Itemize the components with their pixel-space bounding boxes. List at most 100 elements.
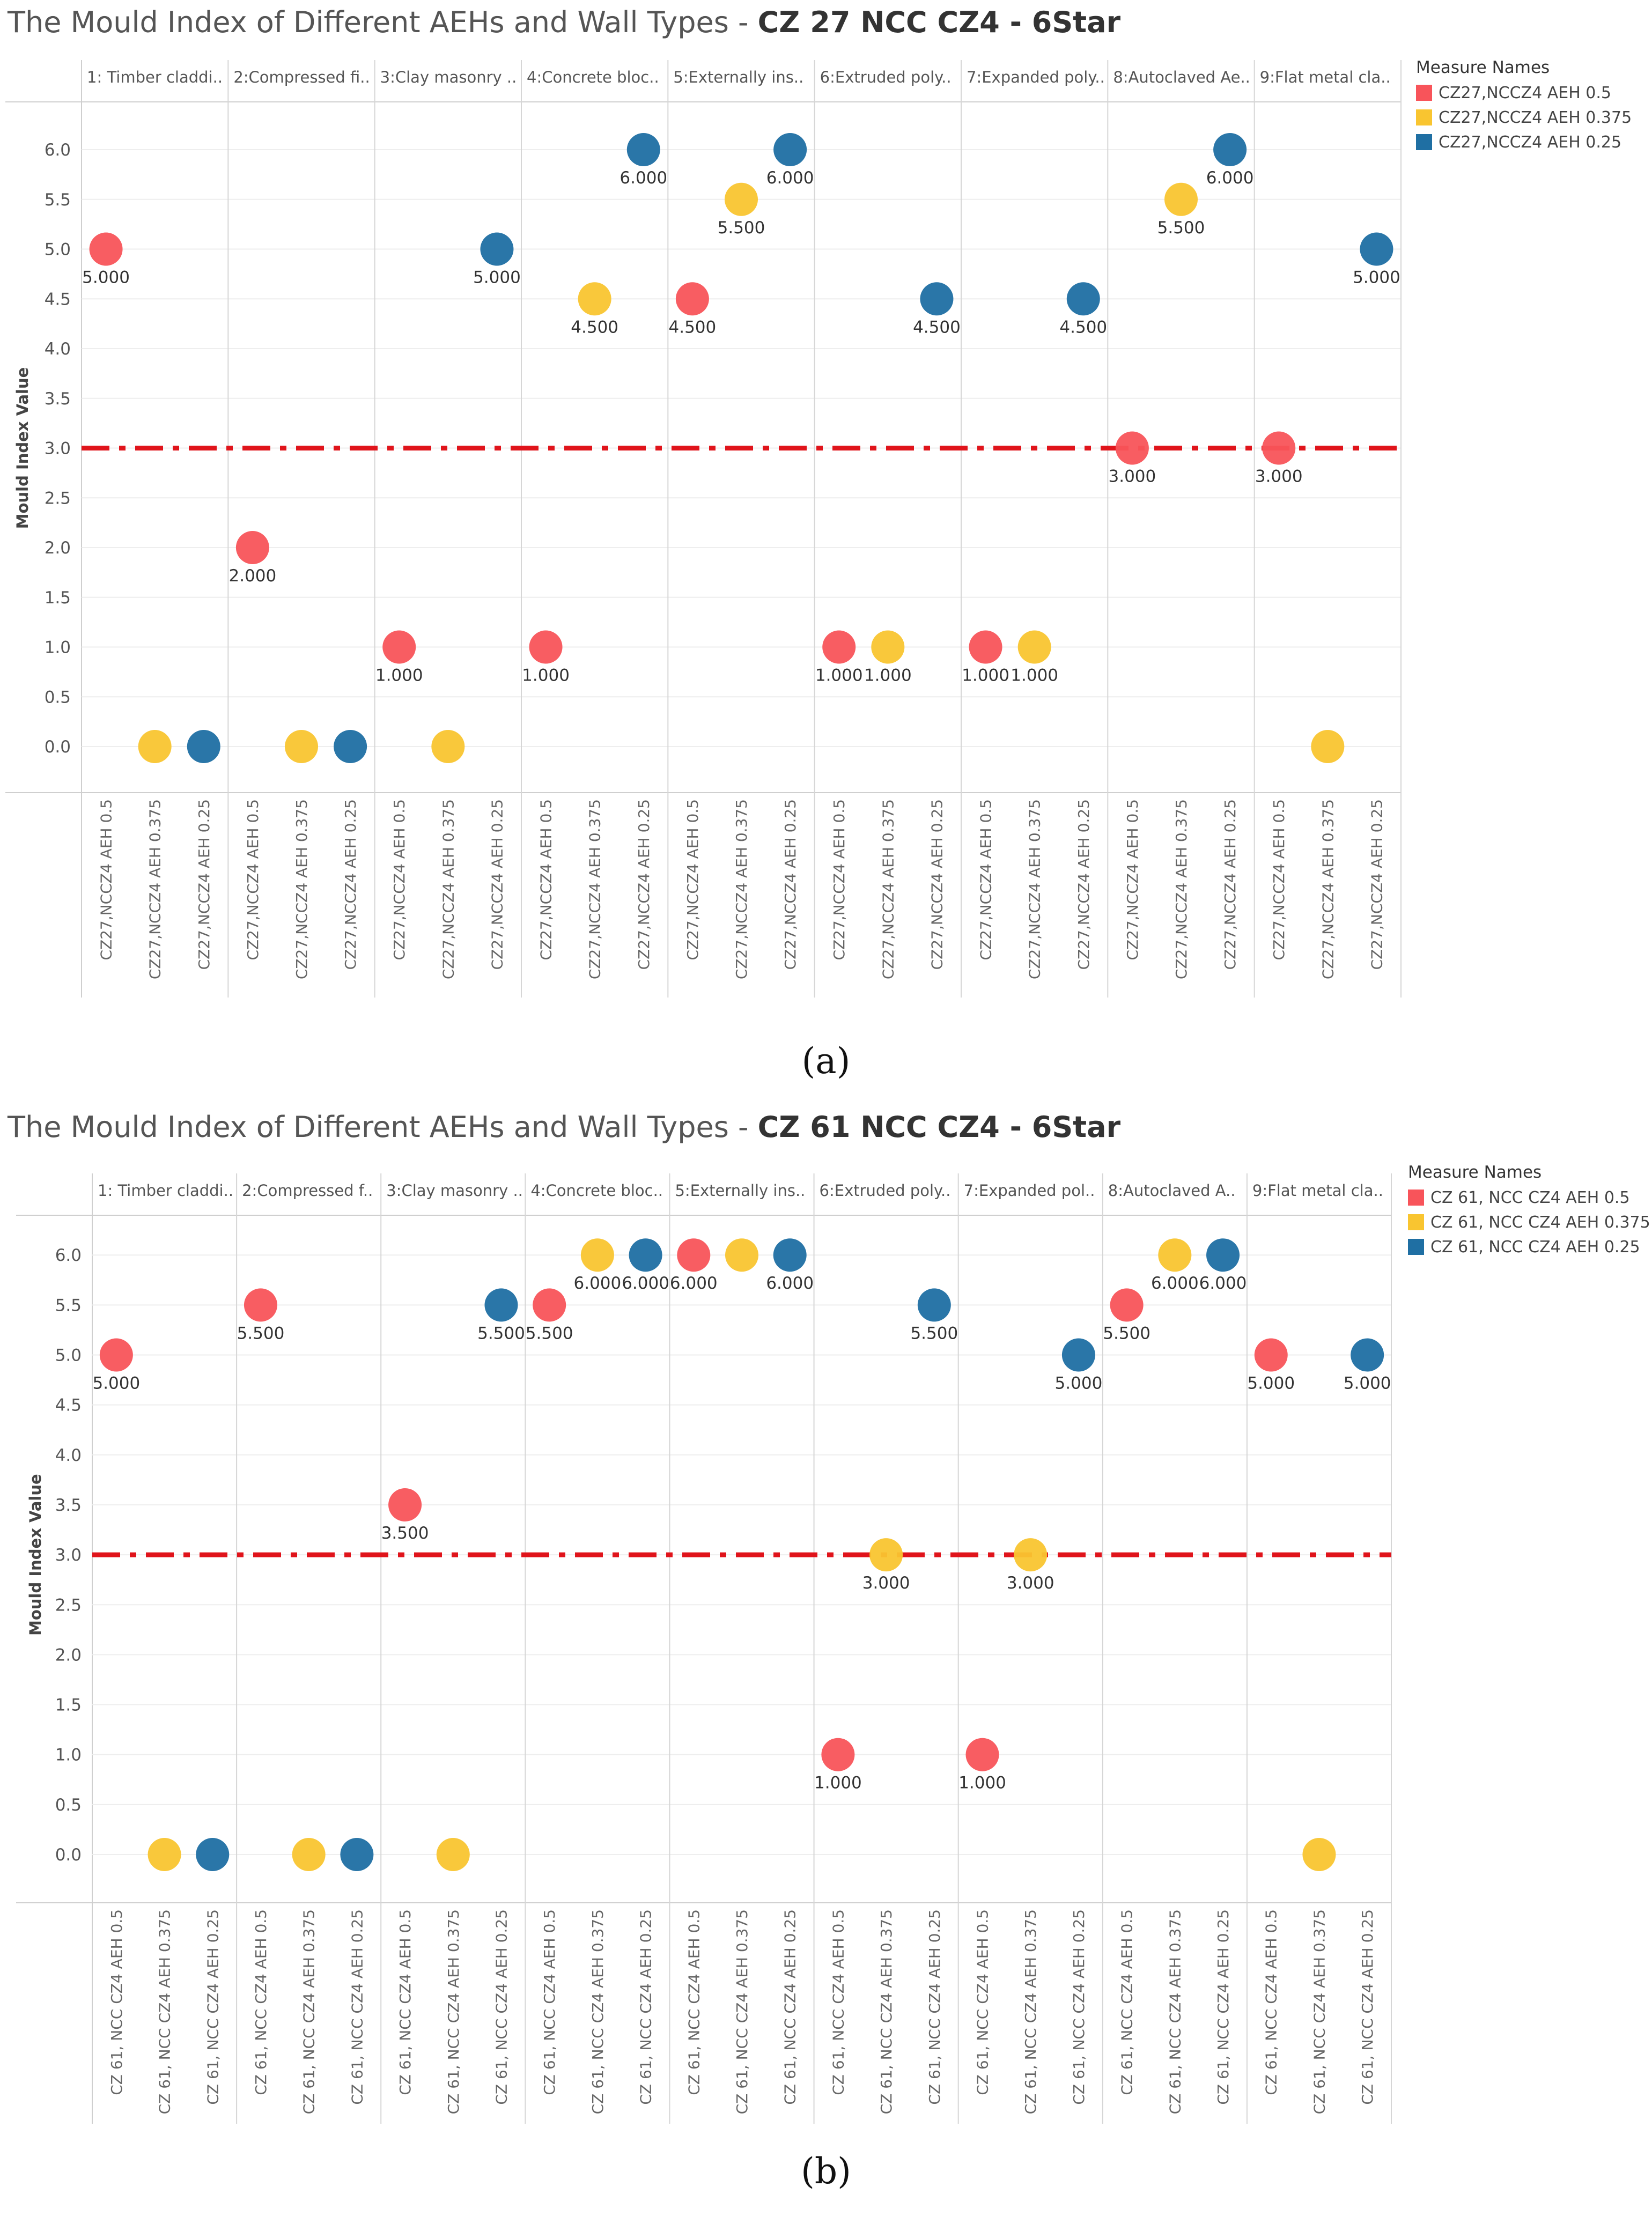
x-tick-label: CZ27,NCCZ4 AEH 0.5 — [684, 799, 702, 961]
y-tick-label: 4.0 — [55, 1446, 82, 1465]
x-tick-label: CZ 61, NCC CZ4 AEH 0.5 — [685, 1909, 703, 2095]
chart-panel-b: 0.0 0.5 1.0 1.5 2.0 2.5 3.0 3.5 4.0 4.5 5.0 5.5 6.0 M… — [0, 1105, 1652, 2210]
x-tick-label: CZ 61, NCC CZ4 AEH 0.375 — [300, 1909, 318, 2114]
group-header-label: 8:Autoclaved A.. — [1108, 1181, 1236, 1200]
data-point — [677, 1238, 711, 1272]
legend-item[interactable]: CZ 61, NCC CZ4 AEH 0.25 — [1408, 1235, 1650, 1259]
x-tick-label: CZ 61, NCC CZ4 AEH 0.375 — [589, 1909, 607, 2114]
data-point — [1066, 282, 1100, 316]
data-point — [244, 1288, 277, 1322]
chart-a-title: The Mould Index of Different AEHs and Wa… — [8, 5, 1120, 39]
data-point — [138, 730, 172, 763]
data-point — [675, 282, 709, 316]
chart-a-title-prefix: The Mould Index of Different AEHs and Wa… — [8, 5, 758, 39]
x-tick-label: CZ27,NCCZ4 AEH 0.5 — [98, 799, 115, 961]
x-tick-label: CZ27,NCCZ4 AEH 0.25 — [928, 799, 946, 970]
data-point — [1311, 730, 1345, 763]
x-tick-label: CZ 61, NCC CZ4 AEH 0.5 — [541, 1909, 558, 2095]
legend-swatch — [1408, 1214, 1424, 1230]
data-label: 5.500 — [1103, 1324, 1150, 1343]
x-tick-label: CZ 61, NCC CZ4 AEH 0.375 — [1022, 1909, 1039, 2114]
group-header-label: 4:Concrete bloc.. — [527, 68, 659, 86]
group-header-label: 8:Autoclaved Ae.. — [1113, 68, 1250, 86]
data-label: 3.000 — [1255, 467, 1303, 486]
x-tick-label: CZ 61, NCC CZ4 AEH 0.25 — [781, 1909, 799, 2105]
group-header-label: 9:Flat metal cla.. — [1260, 68, 1391, 86]
x-tick-label: CZ27,NCCZ4 AEH 0.375 — [1026, 799, 1044, 979]
group-header-label: 4:Concrete bloc.. — [530, 1181, 663, 1200]
x-tick-label: CZ27,NCCZ4 AEH 0.5 — [537, 799, 555, 961]
data-point — [1017, 630, 1051, 664]
chart-b-title: The Mould Index of Different AEHs and Wa… — [8, 1110, 1120, 1144]
x-tick-label: CZ27,NCCZ4 AEH 0.5 — [390, 799, 408, 961]
chart-a-plot: 0.0 0.5 1.0 1.5 2.0 2.5 3.0 3.5 4.0 4.5 5.0 5.5 6.0 M… — [5, 60, 1402, 998]
group-header-label: 9:Flat metal cla.. — [1252, 1181, 1383, 1200]
data-label: 5.000 — [82, 268, 130, 287]
data-label: 5.500 — [910, 1324, 958, 1343]
x-tick-label: CZ27,NCCZ4 AEH 0.25 — [195, 799, 213, 970]
data-label: 5.500 — [526, 1324, 573, 1343]
y-tick-label: 0.5 — [45, 688, 71, 707]
data-point — [773, 133, 807, 166]
data-label: 4.500 — [571, 317, 618, 337]
data-point — [969, 630, 1002, 664]
panel-label-a: (a) — [801, 1040, 851, 1082]
data-label: 6.000 — [1151, 1274, 1199, 1293]
y-tick-label: 5.0 — [55, 1346, 82, 1365]
y-tick-label: 6.0 — [55, 1246, 82, 1265]
data-label: 6.000 — [622, 1274, 669, 1293]
y-tick-label: 2.0 — [55, 1645, 82, 1665]
data-label: 1.000 — [814, 1774, 862, 1793]
x-tick-label: CZ 61, NCC CZ4 AEH 0.5 — [108, 1909, 126, 2095]
x-tick-label: CZ27,NCCZ4 AEH 0.375 — [586, 799, 604, 979]
data-label: 2.000 — [229, 566, 277, 586]
data-point — [871, 630, 905, 664]
x-tick-label: CZ 61, NCC CZ4 AEH 0.375 — [733, 1909, 751, 2114]
chart-b-title-prefix: The Mould Index of Different AEHs and Wa… — [8, 1110, 758, 1144]
data-point — [334, 730, 367, 763]
legend-item[interactable]: CZ 61, NCC CZ4 AEH 0.375 — [1408, 1210, 1650, 1235]
x-tick-label: CZ 61, NCC CZ4 AEH 0.375 — [877, 1909, 895, 2114]
x-tick-label: CZ 61, NCC CZ4 AEH 0.25 — [926, 1909, 943, 2105]
legend-item[interactable]: CZ 61, NCC CZ4 AEH 0.5 — [1408, 1185, 1650, 1210]
group-header-label: 1: Timber claddi.. — [98, 1181, 233, 1200]
legend-item[interactable]: CZ27,NCCZ4 AEH 0.375 — [1416, 105, 1632, 130]
data-point — [920, 282, 954, 316]
y-tick-label: 2.5 — [55, 1595, 82, 1615]
legend-swatch — [1408, 1190, 1424, 1206]
data-label: 3.000 — [1109, 467, 1156, 486]
chart-a-title-bold: CZ 27 NCC CZ4 - 6Star — [757, 5, 1121, 39]
chart-a-legend: Measure Names CZ27,NCCZ4 AEH 0.5 CZ27,NC… — [1416, 58, 1632, 154]
legend-item[interactable]: CZ27,NCCZ4 AEH 0.5 — [1416, 80, 1632, 105]
data-label: 6.000 — [620, 168, 667, 188]
x-tick-label: CZ27,NCCZ4 AEH 0.5 — [1270, 799, 1288, 961]
data-point — [869, 1538, 903, 1572]
data-label: 1.000 — [958, 1774, 1006, 1793]
x-tick-label: CZ27,NCCZ4 AEH 0.25 — [1075, 799, 1093, 970]
group-header-label: 7:Expanded poly.. — [967, 68, 1105, 86]
y-tick-label: 3.0 — [45, 439, 71, 459]
legend-label: CZ27,NCCZ4 AEH 0.25 — [1439, 132, 1622, 152]
x-tick-label: CZ 61, NCC CZ4 AEH 0.25 — [637, 1909, 655, 2105]
data-label: 5.500 — [718, 218, 765, 238]
data-label: 5.500 — [237, 1324, 285, 1343]
data-point — [725, 1238, 758, 1272]
y-tick-label: 4.0 — [45, 339, 71, 359]
y-tick-label: 5.5 — [45, 190, 71, 210]
y-tick-label: 1.0 — [45, 638, 71, 658]
data-label: 5.000 — [1344, 1374, 1391, 1393]
legend-swatch — [1416, 134, 1432, 150]
data-point — [1164, 182, 1198, 216]
x-tick-label: CZ 61, NCC CZ4 AEH 0.25 — [492, 1909, 510, 2105]
data-label: 1.000 — [815, 666, 863, 685]
x-tick-label: CZ27,NCCZ4 AEH 0.375 — [439, 799, 457, 979]
y-axis-label: Mould Index Value — [13, 367, 32, 529]
data-label: 1.000 — [864, 666, 912, 685]
data-point — [529, 630, 563, 664]
data-point — [629, 1238, 662, 1272]
legend-item[interactable]: CZ27,NCCZ4 AEH 0.25 — [1416, 130, 1632, 154]
data-point — [89, 232, 123, 266]
legend-title: Measure Names — [1416, 58, 1550, 77]
data-point — [148, 1838, 181, 1871]
data-label: 6.000 — [1199, 1274, 1247, 1293]
